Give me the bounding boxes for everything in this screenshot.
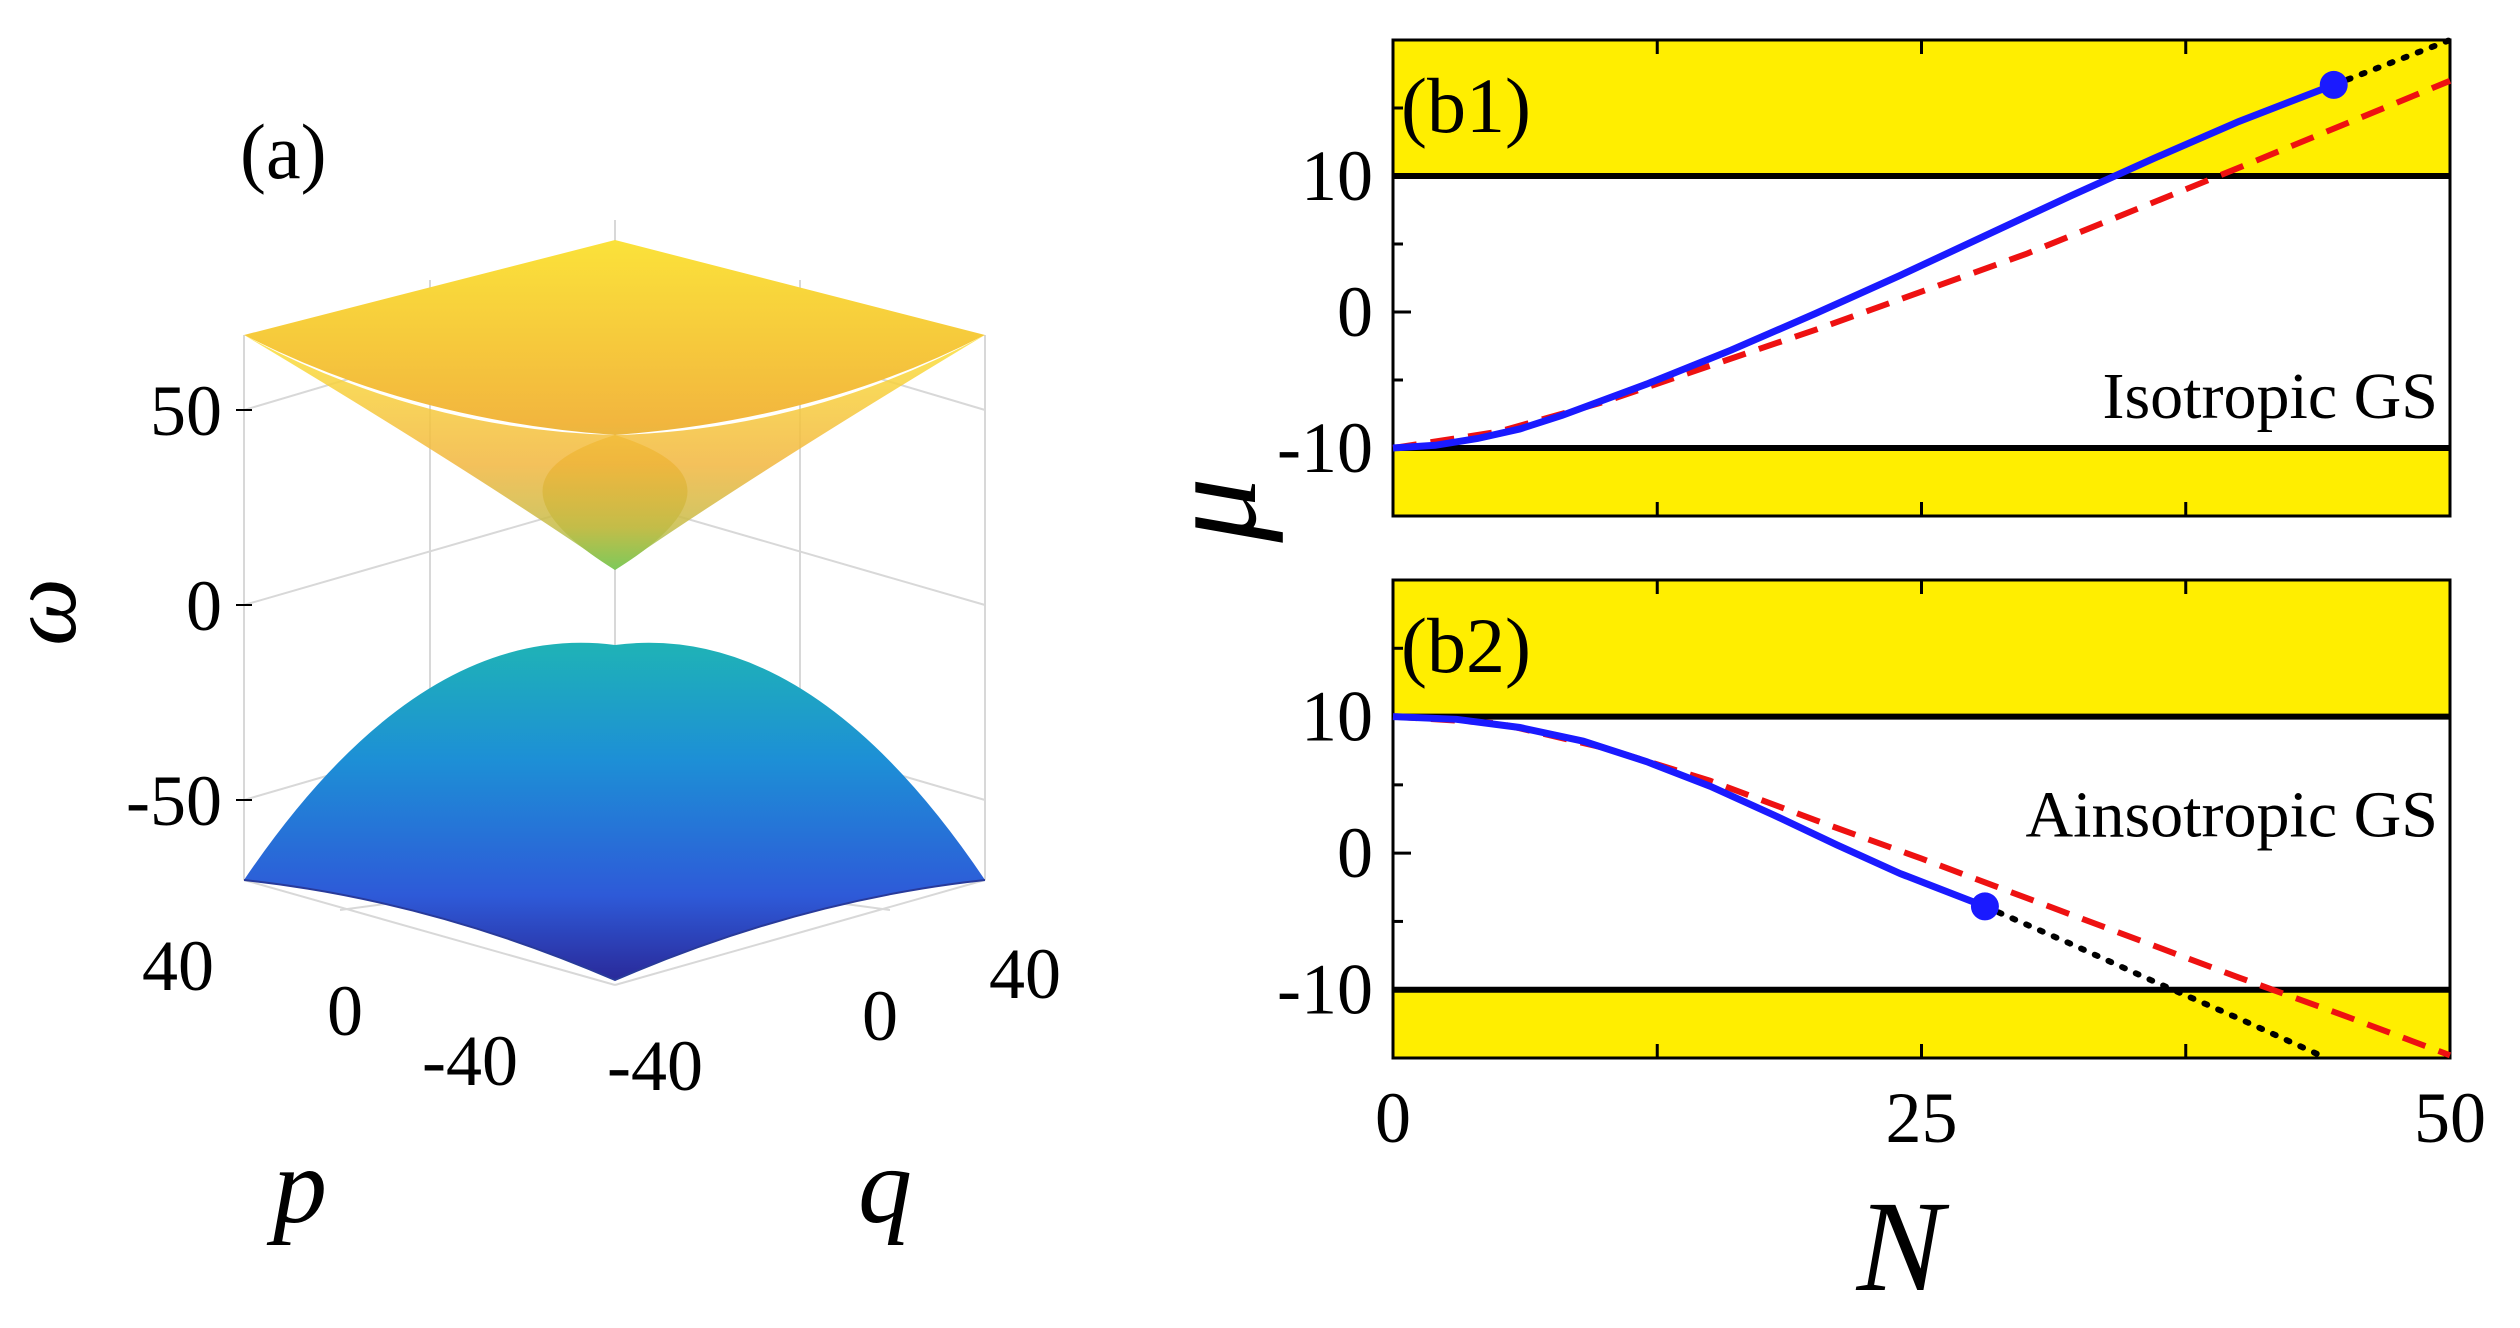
b2-ytick-0: 0 [1337, 813, 1373, 893]
panel-b2: (b2) Ainsotropic GS 10 0 -10 [1277, 578, 2452, 1060]
surface-lower-band [244, 642, 985, 980]
z-axis-label: ω [0, 578, 96, 646]
z-tick-50: 50 [150, 371, 222, 451]
z-tick-0: 0 [186, 566, 222, 646]
b-y-axis-label: μ [1140, 477, 1284, 543]
b1-band-top [1393, 40, 2450, 176]
b2-panel-label: (b2) [1401, 602, 1531, 689]
b-x-tick-0: 0 [1375, 1078, 1411, 1158]
b2-band-top [1393, 580, 2450, 717]
p-tick-40: 40 [142, 926, 214, 1006]
b-x-tick-25: 25 [1886, 1078, 1958, 1158]
b1-series-numerical [1392, 81, 2335, 452]
surface-upper-band-front [244, 335, 985, 570]
p-axis-label: p [266, 1127, 327, 1246]
b1-series-numerical-extension [2330, 37, 2453, 88]
b-x-axis-label: N [1856, 1175, 1950, 1319]
panel-a-ticks [236, 409, 252, 801]
b2-series-numerical [1392, 713, 1987, 910]
q-tick-0: 0 [862, 976, 898, 1056]
p-tick-neg40: -40 [422, 1021, 518, 1101]
b2-annotation: Ainsotropic GS [2026, 779, 2439, 852]
b1-ytick-10: 10 [1301, 136, 1373, 216]
b1-ytick-neg10: -10 [1277, 408, 1373, 488]
b1-series-analytical [1392, 78, 2452, 451]
b1-panel-label: (b1) [1401, 62, 1531, 149]
b2-marker [1970, 892, 1999, 921]
b2-ytick-neg10: -10 [1277, 950, 1373, 1030]
panel-b1: (b1) Isotropic GS 10 0 -10 [1277, 37, 2453, 518]
z-tick-neg50: -50 [126, 761, 222, 841]
q-axis-label: q [858, 1127, 912, 1246]
b1-minor-ticks [1391, 38, 2452, 518]
surface-upper-band [244, 240, 985, 570]
b1-annotation: Isotropic GS [2103, 360, 2438, 433]
q-tick-40: 40 [989, 934, 1061, 1014]
b2-series-numerical-extension [1981, 903, 2327, 1060]
b1-marker [2319, 70, 2348, 99]
p-tick-0: 0 [327, 971, 363, 1051]
panel-label-a: (a) [240, 108, 327, 195]
panel-a: (a) ω 50 0 -50 40 0 -40 -40 0 40 p q [0, 108, 1061, 1246]
b-x-tick-50: 50 [2414, 1078, 2486, 1158]
q-tick-neg40: -40 [607, 1026, 703, 1106]
b2-series-analytical [1392, 713, 2452, 1059]
surface-lower-front-rim [243, 879, 986, 982]
b1-ytick-0: 0 [1337, 272, 1373, 352]
b2-ytick-10: 10 [1301, 677, 1373, 757]
